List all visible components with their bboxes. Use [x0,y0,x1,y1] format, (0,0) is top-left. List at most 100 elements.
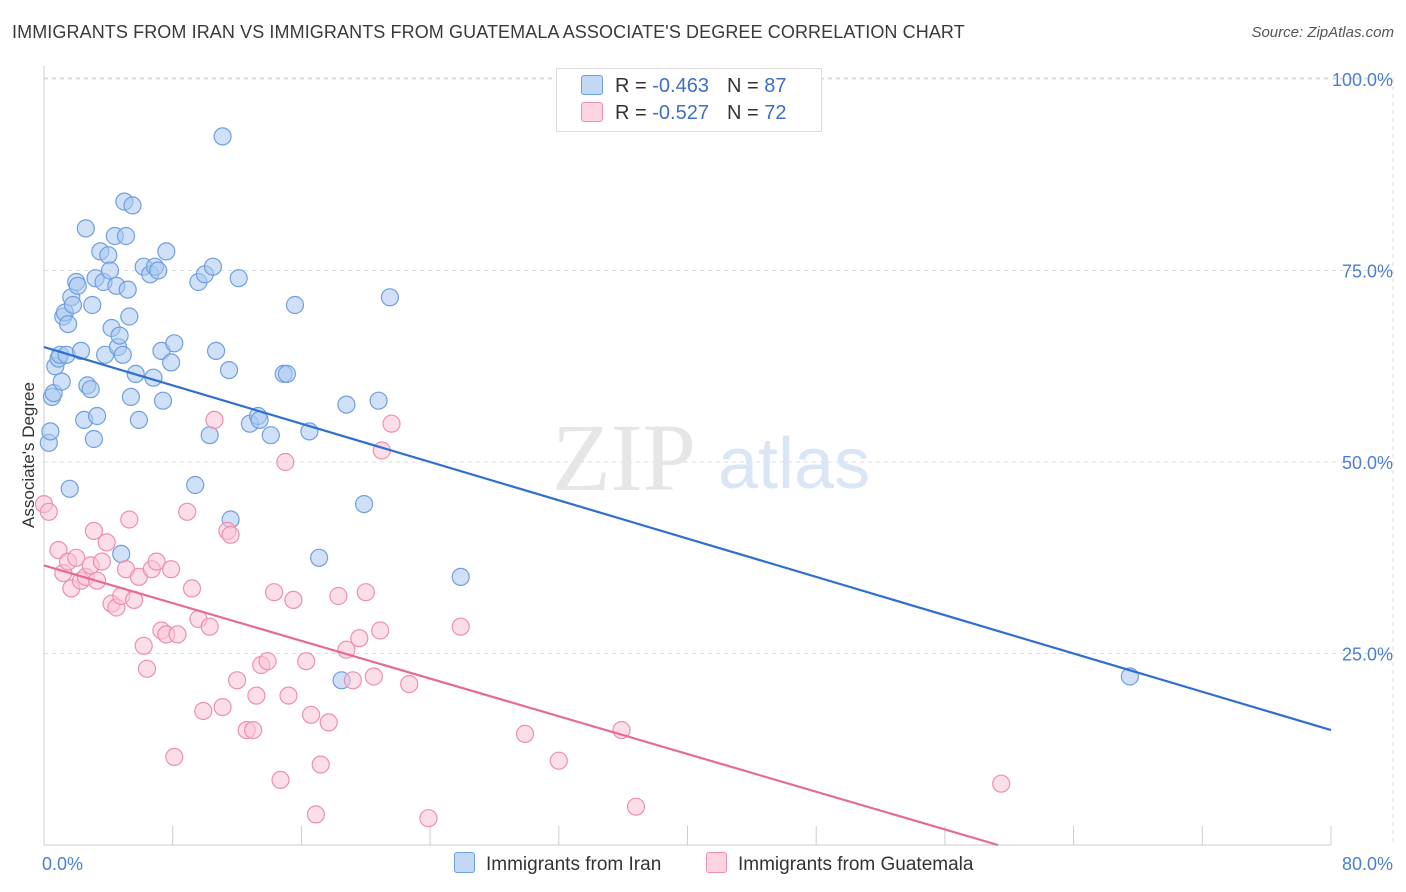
point-guatemala [356,583,375,602]
point-iran [162,353,181,372]
point-iran [337,395,356,414]
trend-lines [43,346,1332,847]
point-iran [369,391,388,410]
point-iran [112,544,131,564]
point-guatemala [178,502,197,521]
point-guatemala [992,774,1011,793]
chart-source: Source: ZipAtlas.com [1251,24,1394,41]
series-legend-guatemala[interactable]: Immigrants from Guatemala [706,852,973,876]
point-guatemala [39,502,58,521]
trend-line-iran [43,346,1332,732]
point-iran [68,276,87,295]
point-iran [355,495,374,514]
point-iran [229,269,248,288]
point-guatemala [97,533,116,552]
point-iran [63,295,83,315]
point-iran [100,261,120,280]
point-iran [186,475,205,495]
point-guatemala [302,705,321,724]
legend-row-guatemala: R = -0.527 N = 72 [581,102,786,126]
point-guatemala [120,510,139,529]
point-iran [157,242,176,261]
point-iran [219,361,239,380]
point-iran [207,341,226,360]
y-tick-label: 75.0% [1342,262,1393,282]
data-points [34,127,1140,828]
watermark-atlas: atlas [718,424,870,504]
axes [43,66,1332,846]
point-iran [153,391,173,410]
point-guatemala [258,652,277,671]
point-iran [52,372,71,391]
point-guatemala [419,809,438,828]
point-guatemala [67,548,86,567]
legend-n-value: 87 [764,75,787,97]
point-iran [451,567,470,587]
legend-swatch-guatemala [581,102,603,122]
series-swatch-guatemala [706,852,727,873]
point-iran [99,246,118,265]
point-guatemala [311,755,330,774]
x-tick-label-min: 0.0% [42,854,83,874]
point-iran [165,334,184,353]
x-tick-label-max: 80.0% [1342,854,1393,874]
point-iran [84,429,104,449]
legend-n-label: N = [726,75,765,97]
y-axis-label: Associate's Degree [19,382,38,528]
point-guatemala [168,625,187,644]
legend-n-value: 72 [764,102,787,124]
point-guatemala [165,747,184,767]
point-guatemala [337,640,356,659]
point-iran [261,426,280,445]
point-iran [83,295,102,315]
series-legend-iran[interactable]: Immigrants from Iran [454,852,661,876]
point-iran [285,295,305,315]
point-guatemala [84,521,104,541]
legend-r-value: -0.527 [652,102,709,124]
point-guatemala [276,452,295,472]
point-iran [76,219,95,238]
point-iran [81,380,100,399]
point-iran [123,196,142,215]
point-guatemala [244,720,263,740]
point-guatemala [329,586,348,606]
point-iran [71,341,91,360]
point-guatemala [247,686,266,705]
series-legend: Immigrants from Iran Immigrants from Gua… [0,852,1406,878]
series-swatch-iran [454,852,475,873]
point-guatemala [221,525,240,544]
point-guatemala [194,701,213,721]
point-iran [277,364,296,383]
point-guatemala [364,667,383,686]
point-iran [58,315,78,334]
point-iran [87,406,107,426]
point-guatemala [265,583,284,602]
point-guatemala [371,621,390,640]
point-iran [129,410,148,429]
point-iran [121,387,140,406]
point-guatemala [134,636,153,655]
point-iran [213,127,232,146]
point-iran [118,280,137,299]
y-tick-label: 50.0% [1342,453,1393,473]
point-guatemala [382,414,401,433]
point-iran [116,226,136,246]
y-tick-label: 100.0% [1332,70,1393,90]
y-tick-label: 25.0% [1342,645,1393,665]
point-guatemala [515,724,535,744]
watermark-zip: ZIP [552,404,696,511]
legend-r-value: -0.463 [652,75,709,97]
point-guatemala [182,579,202,598]
legend-swatch-iran [581,75,603,95]
point-guatemala [343,671,362,690]
point-guatemala [162,560,181,579]
point-iran [380,288,399,307]
legend-r-label: R = [615,75,653,97]
point-guatemala [92,552,112,571]
point-iran [200,426,219,445]
point-guatemala [319,713,338,732]
point-iran [149,261,168,280]
point-guatemala [205,410,224,429]
point-guatemala [213,697,232,717]
